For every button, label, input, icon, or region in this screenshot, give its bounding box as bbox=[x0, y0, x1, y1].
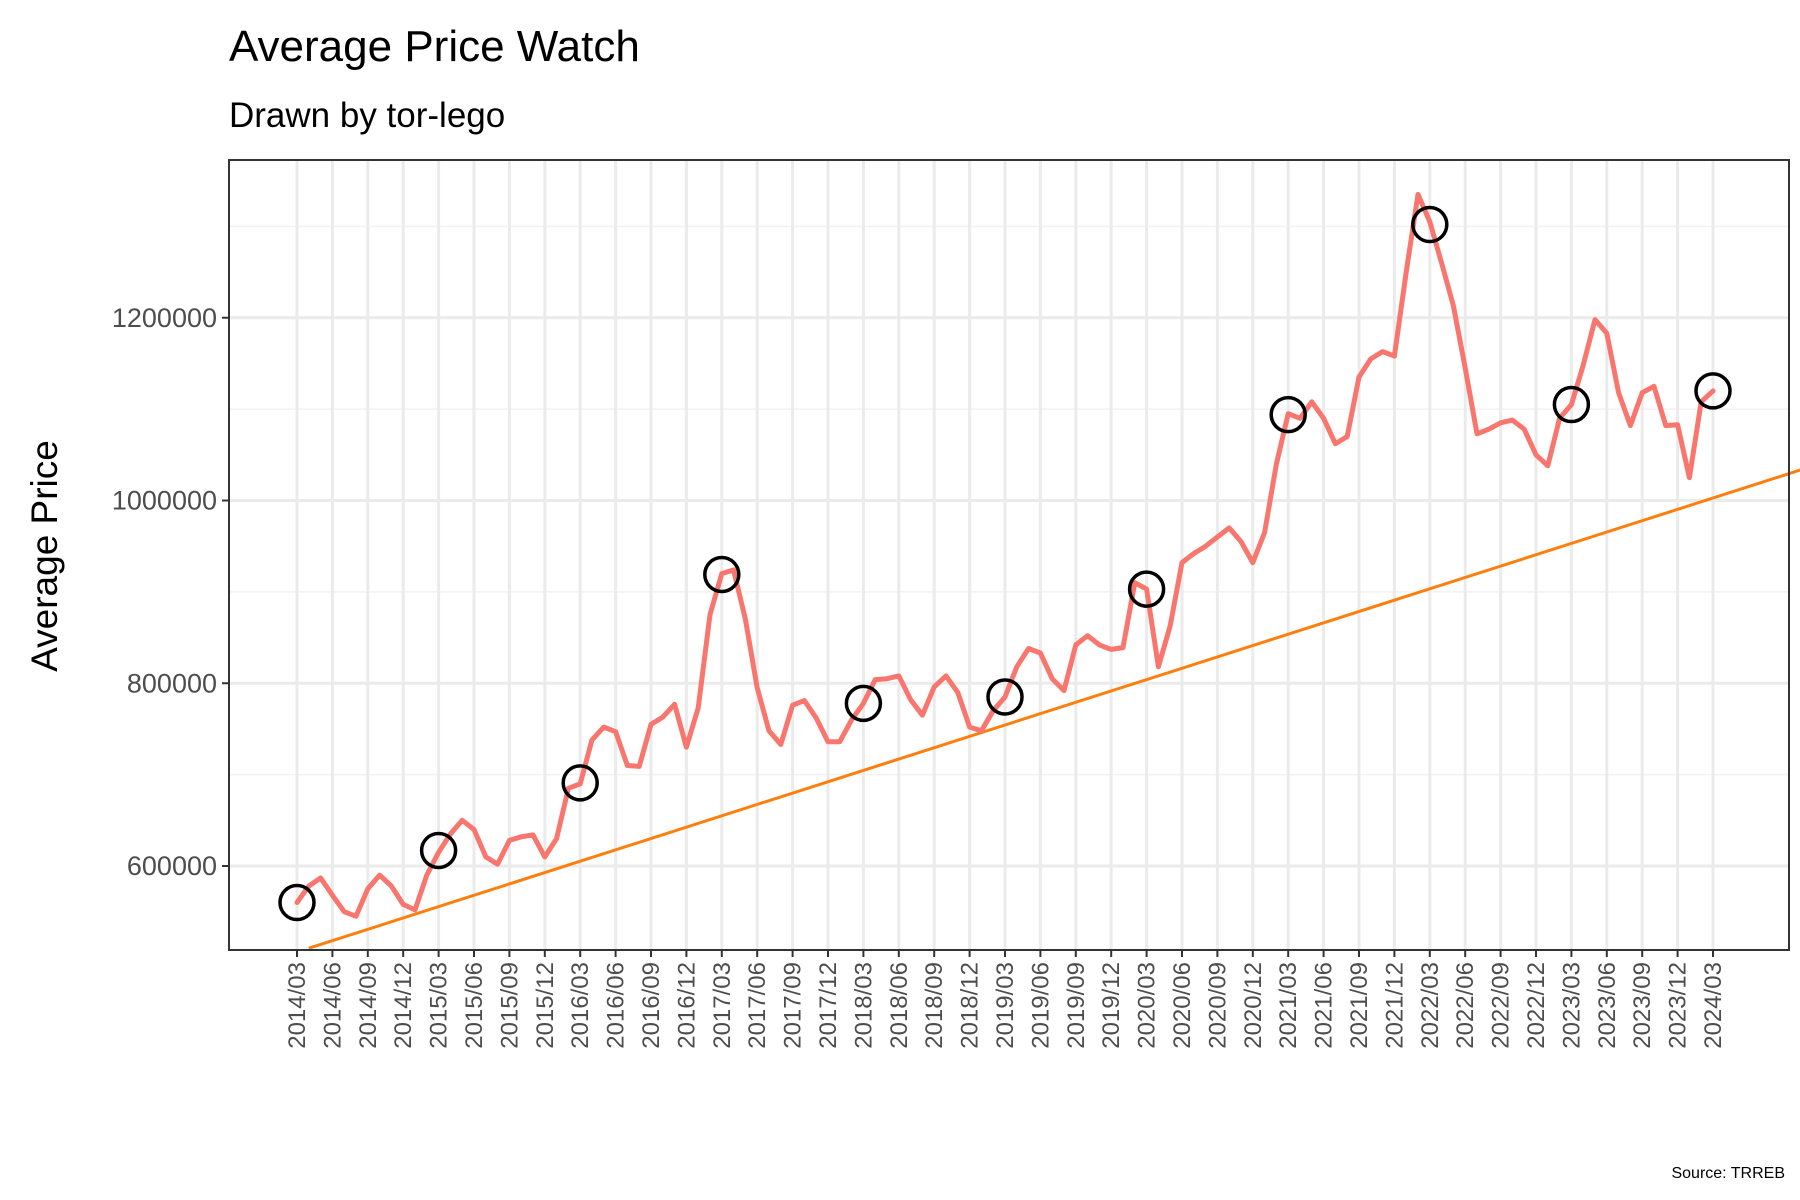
x-tick-label: 2020/09 bbox=[1204, 962, 1231, 1049]
x-tick-label: 2015/03 bbox=[426, 962, 453, 1049]
x-axis-ticks: 2014/03 2014/06 2014/09 2014/12 2015/03 2015/… bbox=[284, 950, 1727, 1049]
x-tick-label: 2020/12 bbox=[1240, 962, 1267, 1049]
y-axis-label: Average Price bbox=[24, 440, 65, 672]
x-tick-label: 2021/06 bbox=[1311, 962, 1338, 1049]
trend-line bbox=[308, 468, 1800, 950]
highlight-markers bbox=[278, 205, 1732, 922]
highlight-marker bbox=[1694, 372, 1732, 410]
x-tick-label: 2021/09 bbox=[1346, 962, 1373, 1049]
plot-background bbox=[229, 160, 1789, 950]
x-tick-label: 2022/09 bbox=[1488, 962, 1515, 1049]
x-tick-label: 2022/12 bbox=[1523, 962, 1550, 1049]
highlight-marker bbox=[1411, 205, 1449, 244]
x-tick-label: 2017/03 bbox=[709, 962, 736, 1049]
x-tick-label: 2022/03 bbox=[1417, 962, 1444, 1049]
grid bbox=[229, 160, 1789, 950]
x-tick-label: 2017/12 bbox=[815, 962, 842, 1049]
x-tick-label: 2023/03 bbox=[1558, 962, 1585, 1049]
highlight-marker bbox=[1269, 395, 1307, 434]
highlight-marker bbox=[703, 555, 741, 594]
x-tick-label: 2022/06 bbox=[1452, 962, 1479, 1049]
x-tick-label: 2018/12 bbox=[957, 962, 984, 1049]
y-tick-label: 1000000 bbox=[112, 486, 217, 516]
price-line-layer bbox=[294, 191, 1716, 919]
x-tick-label: 2015/06 bbox=[461, 962, 488, 1049]
x-tick-label: 2016/06 bbox=[603, 962, 630, 1049]
x-tick-label: 2016/12 bbox=[673, 962, 700, 1049]
x-tick-label: 2021/12 bbox=[1381, 962, 1408, 1049]
x-tick-label: 2024/03 bbox=[1700, 962, 1727, 1049]
x-tick-label: 2020/06 bbox=[1169, 962, 1196, 1049]
x-tick-label: 2019/12 bbox=[1098, 962, 1125, 1049]
x-tick-label: 2016/03 bbox=[567, 962, 594, 1049]
y-tick-label: 600000 bbox=[127, 851, 217, 881]
x-tick-label: 2019/03 bbox=[992, 962, 1019, 1049]
chart-title: Average Price Watch bbox=[229, 22, 640, 71]
highlight-marker bbox=[986, 678, 1024, 716]
x-tick-label: 2018/03 bbox=[850, 962, 877, 1049]
price-series-line bbox=[294, 191, 1716, 919]
x-tick-label: 2014/03 bbox=[284, 962, 311, 1049]
highlight-marker bbox=[278, 883, 316, 922]
x-tick-label: 2020/03 bbox=[1134, 962, 1161, 1049]
y-tick-label: 800000 bbox=[127, 668, 217, 698]
panel-border bbox=[228, 159, 1790, 951]
x-tick-label: 2023/06 bbox=[1594, 962, 1621, 1049]
x-tick-label: 2016/09 bbox=[638, 962, 665, 1049]
x-tick-label: 2023/12 bbox=[1665, 962, 1692, 1049]
x-tick-label: 2018/09 bbox=[921, 962, 948, 1049]
caption-source: Source: TRREB bbox=[1671, 1165, 1785, 1182]
highlight-marker bbox=[561, 764, 599, 802]
highlight-marker bbox=[419, 831, 458, 870]
x-tick-label: 2015/09 bbox=[496, 962, 523, 1049]
highlight-marker bbox=[844, 684, 883, 723]
x-tick-label: 2014/09 bbox=[355, 962, 382, 1049]
x-tick-label: 2014/06 bbox=[319, 962, 346, 1049]
x-tick-label: 2021/03 bbox=[1275, 962, 1302, 1049]
x-tick-label: 2015/12 bbox=[532, 962, 559, 1049]
x-tick-label: 2023/09 bbox=[1629, 962, 1656, 1049]
chart-subtitle: Drawn by tor-lego bbox=[229, 96, 505, 135]
trend-line-layer bbox=[308, 468, 1800, 950]
x-tick-label: 2019/06 bbox=[1027, 962, 1054, 1049]
x-tick-label: 2018/06 bbox=[886, 962, 913, 1049]
x-tick-label: 2017/09 bbox=[780, 962, 807, 1049]
x-tick-label: 2017/06 bbox=[744, 962, 771, 1049]
y-axis-ticks: 600000 800000 1000000 1200000 bbox=[112, 303, 229, 881]
highlight-marker bbox=[1552, 385, 1591, 424]
x-tick-label: 2014/12 bbox=[390, 962, 417, 1049]
highlight-marker bbox=[1127, 570, 1166, 608]
x-tick-label: 2019/09 bbox=[1063, 962, 1090, 1049]
y-tick-label: 1200000 bbox=[112, 303, 217, 333]
